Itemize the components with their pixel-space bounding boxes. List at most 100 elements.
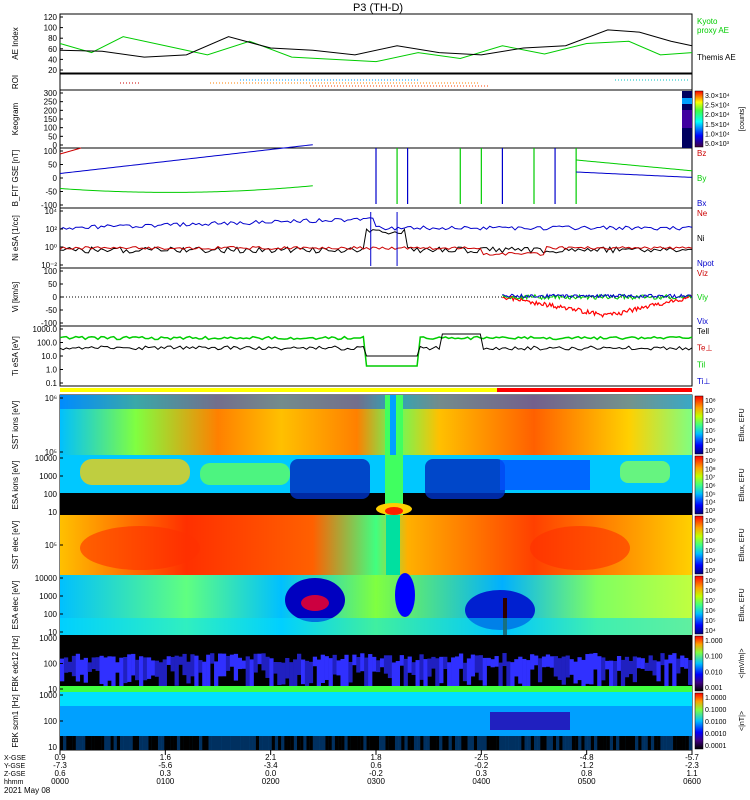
fbk-efield-bin	[545, 654, 551, 667]
ni-ytick: 10²	[45, 225, 57, 234]
esa_i-ytick: 100	[44, 490, 58, 499]
esa_e-colorbar-tick: 10⁷	[705, 598, 716, 605]
fbk-efield-bin	[119, 657, 124, 693]
sst-ions-crossing-core	[390, 395, 396, 455]
fbk-scm-bin	[571, 736, 576, 750]
fbk-efield-bin	[312, 656, 318, 667]
fbk-scm-bin	[366, 736, 370, 750]
fbk-efield-bin	[439, 656, 444, 684]
ni-ytick: 10⁴	[45, 207, 58, 216]
fbk-efield-bin	[320, 654, 325, 683]
fbk-efield-bin	[178, 656, 183, 665]
fbk-efield-bin	[95, 657, 100, 671]
esa_i-colorbar-tick: 10³	[705, 508, 716, 515]
fbk_e-ytick: 1000	[39, 634, 57, 643]
fbk-scm-bin	[75, 736, 80, 750]
fbk-scm-bin	[344, 736, 348, 750]
fbk-efield-bin	[115, 662, 120, 673]
fbk-efield-bin	[297, 653, 302, 675]
fbk-scm-bin	[60, 736, 64, 750]
fbk-efield-bin	[103, 657, 108, 696]
fbk-scm-bin	[186, 736, 190, 750]
ni-legend-entry: Ni	[697, 234, 705, 243]
fbk-scm-bin	[211, 736, 216, 750]
ti-legend-entry: Ti⊥	[697, 377, 710, 386]
fbk-scm-bin	[426, 736, 430, 750]
fbk-efield-bin	[107, 656, 112, 681]
fbk-scm-bin	[521, 736, 525, 750]
fbk-scm-bin	[255, 736, 260, 750]
ni-frame	[59, 207, 693, 269]
fbk-scm-bin	[568, 736, 573, 750]
fbk-scm-blob	[490, 712, 570, 730]
date-label: 2021 May 08	[4, 786, 51, 795]
fbk-scm-bin	[388, 736, 392, 750]
fbk-scm-bin	[120, 736, 124, 750]
fbk-scm-bin	[559, 736, 563, 750]
fbk_b-colorbar-label: <|nT|>	[739, 711, 746, 731]
fbk-scm-bin	[470, 736, 475, 750]
plot-title: P3 (TH-D)	[353, 2, 403, 14]
fbk-scm-bin	[328, 736, 332, 750]
fbk-efield-bin	[123, 657, 128, 684]
fbk-efield-bin	[364, 657, 369, 688]
fbk-scm-bin	[202, 736, 206, 750]
fbk-efield-bin	[522, 658, 527, 696]
fbk-efield-bin	[198, 660, 203, 673]
fbk-scm-bin	[334, 736, 339, 750]
ae-ylabel: AE Index	[11, 27, 20, 59]
keogram-colorbar-tick: 1.0×10⁴	[705, 131, 730, 138]
fbk-efield-bin	[139, 656, 144, 693]
sst_e-colorbar-tick: 10⁴	[705, 558, 716, 565]
fbk-scm-bin	[682, 736, 686, 750]
npot-line	[59, 217, 693, 231]
time-tick-label: 0200	[262, 777, 280, 786]
esa-elec-blob	[301, 595, 329, 611]
fbk-scm-bin	[546, 736, 550, 750]
fbk-scm-bin	[496, 736, 500, 750]
fbk-efield-bin	[174, 655, 179, 686]
sst_i-ytick: 10⁵	[45, 448, 57, 457]
fbk-efield-bin	[620, 659, 626, 696]
fbk_e-colorbar-tick: 0.001	[705, 685, 723, 692]
esa-ions-low-energy	[60, 493, 692, 515]
fbk-scm-bin	[631, 736, 636, 750]
ephemeris-value: 0.6	[370, 761, 382, 770]
esa_i-colorbar	[694, 455, 704, 515]
sst_i-colorbar	[694, 395, 704, 455]
fbk-scm-bin	[309, 736, 313, 750]
bfit-ytick: 50	[48, 161, 57, 170]
fbk-scm-bin	[338, 736, 342, 750]
keogram-ytick: 200	[44, 106, 58, 115]
fbk-scm-bin	[483, 736, 487, 750]
fbk-efield-bin	[391, 662, 397, 698]
fbk-efield-bin	[379, 658, 385, 668]
ni-ytick: 10⁻²	[41, 261, 57, 270]
fbk-efield-bin	[411, 662, 416, 675]
esa_e-ytick: 10	[48, 628, 57, 637]
fbk-efield-bin	[111, 656, 116, 688]
fbk-scm-bin	[139, 736, 143, 750]
fbk-scm-top	[60, 692, 692, 706]
fbk-efield-bin	[293, 659, 298, 698]
sst-elec-hot	[530, 526, 630, 570]
fbk-efield-bin	[672, 653, 677, 692]
fbk-scm-bin	[657, 736, 661, 750]
fbk-scm-bin	[281, 736, 285, 750]
bz-line	[59, 147, 82, 155]
ti-ytick: 10.0	[41, 352, 57, 361]
time-axis: 0.9-7.30.600001.6-5.60.301002.1-3.40.002…	[4, 750, 701, 795]
esa_e-ytick: 10000	[35, 574, 58, 583]
esa-ions-blob	[200, 463, 290, 485]
fbk-efield-bin	[237, 657, 242, 670]
fbk_b-ylabel: FBK scm1 [Hz]	[11, 694, 20, 747]
ae-ytick: 100	[44, 24, 58, 33]
ni-ytick: 10⁰	[45, 243, 57, 252]
fbk-scm-bin	[360, 736, 364, 750]
fbk_e-colorbar-tick: 0.100	[705, 654, 723, 661]
vi-ytick: -50	[45, 306, 57, 315]
fbk-efield-bin	[644, 662, 649, 671]
fbk-efield-bin	[300, 659, 306, 685]
fbk-efield-bin	[688, 660, 693, 685]
sst_e-colorbar-tick: 10⁶	[705, 538, 716, 545]
